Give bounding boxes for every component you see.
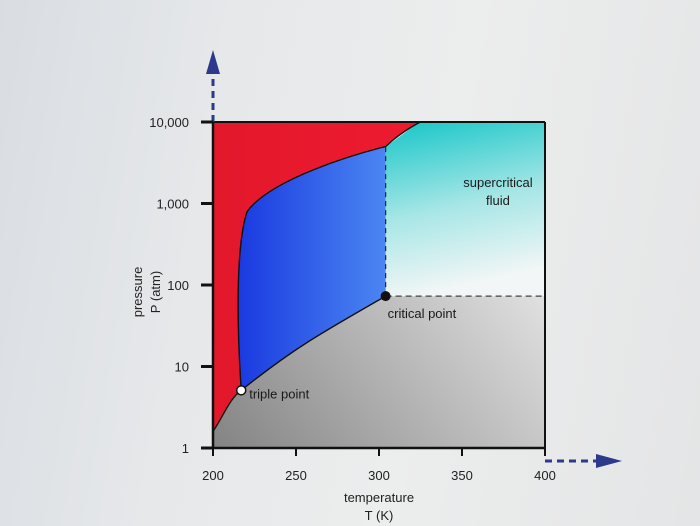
y-tick-label-2: 100 — [167, 278, 189, 293]
markers — [235, 291, 391, 396]
x-tick-label-3: 350 — [451, 468, 473, 483]
x-axis-title-line1: temperature — [344, 490, 414, 505]
vaporization-curve — [240, 295, 386, 391]
region-supercritical — [385, 122, 545, 297]
region-gas-shade — [213, 296, 545, 448]
x-tick-label-1: 250 — [285, 468, 307, 483]
region-label-supercritical-line2: fluid — [486, 193, 510, 208]
phase-regions — [213, 122, 545, 448]
phase-boundaries — [212, 121, 545, 432]
y-tick-label-4: 10,000 — [149, 115, 189, 130]
triple-point-marker — [235, 385, 247, 396]
y-tick-label-3: 1,000 — [156, 197, 189, 212]
x-tick-label-0: 200 — [202, 468, 224, 483]
x-axis-title-line2: T (K) — [365, 508, 394, 523]
y-axis-title-line1: pressure — [130, 267, 145, 318]
region-label-supercritical-line1: supercritical — [463, 175, 532, 190]
y-tick-label-0: 1 — [182, 441, 189, 456]
region-liquid — [238, 146, 386, 391]
region-solid — [213, 122, 421, 432]
x-tick-label-2: 300 — [368, 468, 390, 483]
y-axis-arrow-icon — [206, 50, 220, 74]
critical-point-label: critical point — [388, 306, 457, 321]
triple-point-label: triple point — [249, 386, 309, 401]
ticks: 200 250 300 350 400 1 10 100 1,000 10,000 — [149, 115, 556, 483]
y-axis-title-line2: P (atm) — [148, 271, 163, 313]
x-axis-arrow-icon — [596, 454, 622, 468]
x-tick-label-4: 400 — [534, 468, 556, 483]
critical-point-marker — [380, 291, 391, 302]
y-tick-label-1: 10 — [175, 360, 189, 375]
fusion-curve — [237, 121, 421, 391]
